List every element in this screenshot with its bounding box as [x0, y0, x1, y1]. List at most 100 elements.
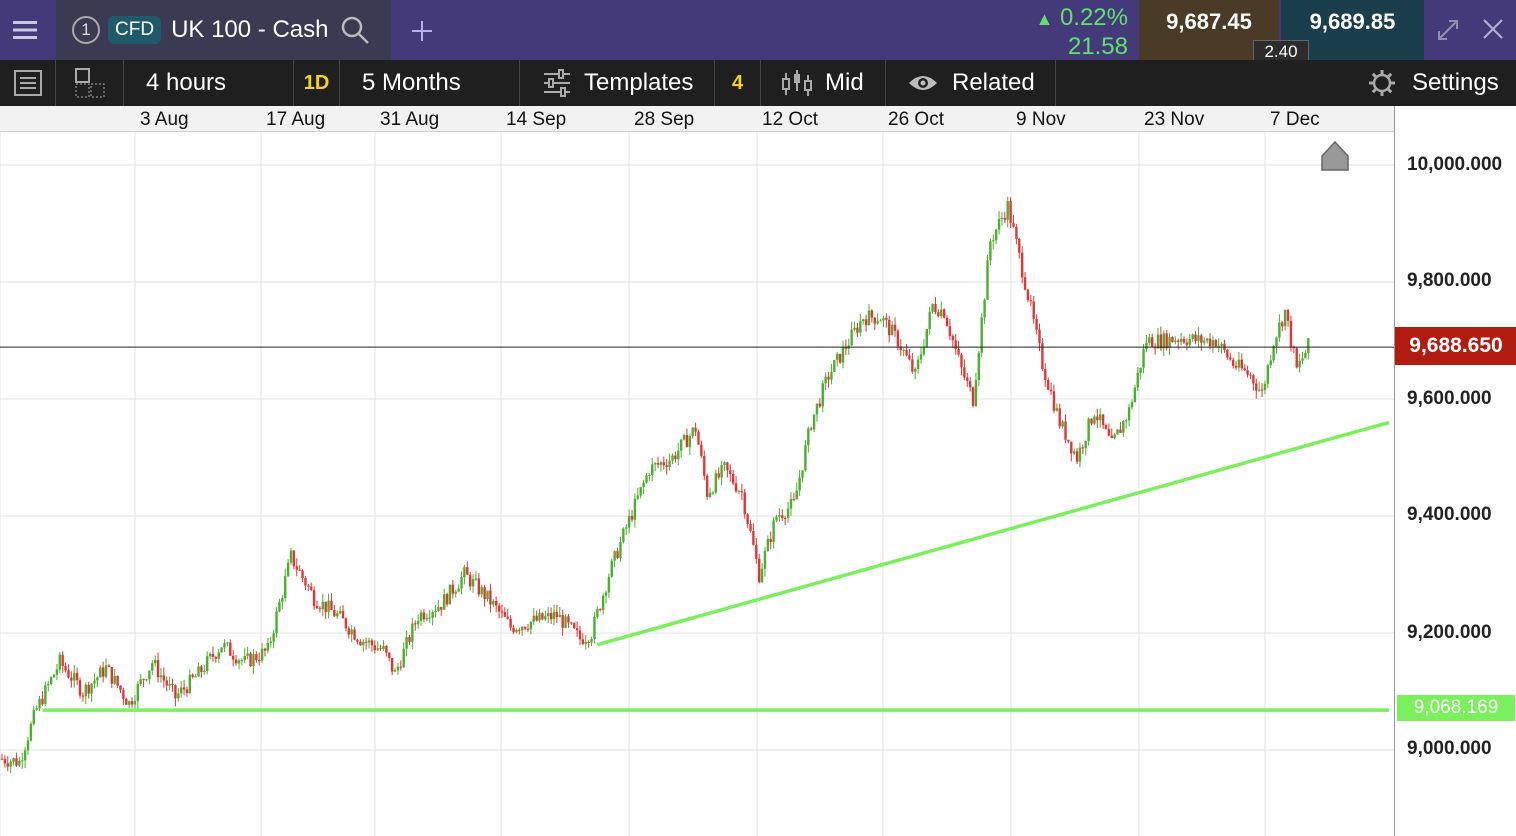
interval-short-button[interactable]: 1D: [294, 60, 340, 106]
candle-body: [1104, 425, 1108, 429]
candle-body: [1006, 201, 1009, 220]
candle-body: [957, 348, 960, 355]
candle-body: [1200, 335, 1203, 343]
range-select[interactable]: 5 Months: [340, 60, 520, 106]
close-icon[interactable]: [1482, 18, 1504, 40]
candle-body: [440, 606, 443, 610]
date-axis: 3 Aug 17 Aug 31 Aug 14 Sep 28 Sep 12 Oct…: [0, 106, 1394, 132]
interval-select[interactable]: 4 hours: [124, 60, 294, 106]
candle-body: [448, 584, 452, 605]
candle-body: [414, 623, 417, 625]
candle-body: [318, 608, 322, 610]
date-label: 9 Nov: [1016, 109, 1066, 130]
related-button[interactable]: Related: [886, 60, 1056, 106]
candle-body: [937, 312, 940, 317]
candle-body: [431, 612, 434, 618]
candle-body: [726, 462, 729, 471]
change-percent: 0.22%: [1059, 4, 1128, 31]
candle-body: [1231, 359, 1235, 366]
candlestick-icon: [782, 70, 812, 96]
candle-body: [1046, 380, 1050, 390]
price-chart[interactable]: [0, 132, 1394, 836]
templates-button[interactable]: Templates: [520, 60, 715, 106]
candle-body: [197, 666, 200, 677]
candle-body: [272, 633, 275, 642]
layout-button[interactable]: [56, 60, 124, 106]
date-label: 7 Dec: [1270, 109, 1320, 130]
candle-body: [769, 539, 772, 543]
chart-grid: [0, 132, 1394, 836]
candle-body: [12, 758, 15, 762]
candle-body: [578, 630, 582, 640]
candle-body: [177, 693, 180, 699]
price-type-select[interactable]: Mid: [761, 60, 886, 106]
candle-body: [136, 683, 140, 702]
candle-body: [1197, 335, 1200, 342]
candle-body: [801, 470, 804, 478]
candle-body: [1058, 408, 1061, 427]
candle-body: [818, 403, 822, 407]
candle-body: [1023, 277, 1027, 290]
candle-body: [734, 483, 738, 492]
settings-button[interactable]: Settings: [1360, 60, 1516, 106]
candle-body: [255, 654, 258, 661]
candle-body: [827, 376, 830, 380]
y-tick-label: 9,400.000: [1407, 504, 1492, 525]
candle-body: [119, 685, 122, 691]
candle-body: [1090, 418, 1093, 424]
menu-button[interactable]: [0, 0, 50, 60]
candle-body: [838, 353, 842, 363]
list-view-button[interactable]: [0, 60, 56, 106]
candle-body: [494, 600, 498, 606]
candle-body: [630, 516, 634, 520]
candle-body: [864, 319, 868, 326]
candle-body: [648, 475, 651, 477]
candle-body: [1032, 301, 1035, 319]
candle-body: [1020, 252, 1024, 278]
sell-price-button[interactable]: 9,687.45: [1139, 0, 1279, 60]
instrument-tab[interactable]: 1 CFD UK 100 - Cash: [56, 0, 391, 60]
candle-body: [737, 491, 741, 493]
layout-icon: [74, 68, 104, 98]
candle-body: [151, 663, 154, 671]
search-icon[interactable]: [340, 15, 370, 45]
candle-body: [486, 590, 489, 600]
candle-body: [416, 620, 420, 625]
candle-body: [497, 605, 501, 612]
candle-body: [1214, 340, 1217, 347]
scroll-to-latest-icon[interactable]: [1321, 140, 1349, 171]
candle-body: [1113, 434, 1116, 439]
candle-body: [1249, 374, 1252, 376]
candle-body: [324, 601, 327, 613]
candle-body: [833, 360, 836, 372]
candle-body: [1194, 334, 1197, 342]
candle-body: [529, 621, 533, 630]
candle-body: [720, 465, 723, 478]
candle-body: [674, 455, 677, 460]
candle-body: [356, 639, 359, 642]
trend-line: [596, 420, 1390, 647]
candle-body: [671, 455, 674, 461]
candle-body: [266, 642, 270, 651]
add-tab-button[interactable]: [405, 14, 439, 48]
candle-body: [599, 609, 602, 611]
candle-body: [153, 659, 157, 664]
candle-body: [1257, 389, 1261, 391]
candle-body: [836, 353, 839, 361]
candle-body: [1307, 338, 1310, 354]
candle-body: [986, 260, 989, 300]
indicator-count-badge[interactable]: 4: [715, 60, 761, 106]
expand-icon[interactable]: [1436, 18, 1460, 42]
candle-body: [1177, 340, 1180, 342]
candle-body: [685, 435, 689, 448]
date-label: 26 Oct: [888, 109, 944, 130]
candle-body: [278, 601, 281, 612]
candle-body: [778, 515, 781, 517]
candle-body: [171, 683, 174, 685]
candle-body: [971, 387, 975, 406]
candle-body: [289, 550, 293, 563]
candle-body: [532, 615, 535, 622]
candle-body: [310, 586, 313, 591]
candle-body: [651, 464, 654, 476]
candle-body: [0, 758, 4, 760]
